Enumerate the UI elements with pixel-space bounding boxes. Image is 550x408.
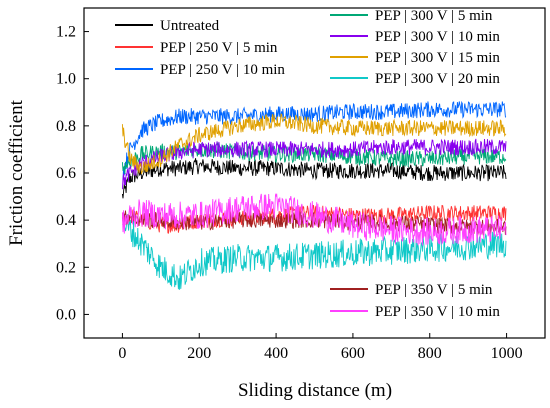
y-tick-label: 0.0 [56,306,76,323]
x-tick-label: 800 [418,345,442,362]
y-tick-label: 0.2 [56,259,76,276]
x-tick-label: 0 [118,345,126,362]
legend-label: PEP | 350 V | 10 min [375,304,500,320]
series-line-6 [121,113,507,175]
series-line-1 [121,158,507,199]
x-tick-label: 600 [341,345,365,362]
x-tick-label: 1000 [491,345,523,362]
legend-layer: Untreated PEP | 250 V | 5 min PEP | 250 V … [115,8,500,320]
x-tick-label: 200 [187,345,211,362]
tick-layer: 0 200 400 600 800 1000 0.0 0.2 0.4 0.6 0.8 1.0 1.2 [56,24,523,362]
y-axis-title: Friction coefficient [6,99,27,246]
legend-label: PEP | 350 V | 5 min [375,282,493,298]
y-tick-label: 1.2 [56,24,76,41]
series-line-9 [121,192,507,246]
legend-label: PEP | 300 V | 15 min [375,50,500,66]
series-line-4 [121,142,507,175]
x-tick-label: 400 [264,345,288,362]
y-tick-label: 1.0 [56,71,76,88]
series-line-8 [121,210,507,236]
y-tick-label: 0.4 [56,212,76,229]
legend-label: PEP | 250 V | 10 min [160,62,285,78]
legend-label: PEP | 300 V | 5 min [375,8,493,24]
y-tick-label: 0.8 [56,118,76,135]
legend-label: Untreated [160,18,220,34]
x-axis-title: Sliding distance (m) [238,380,392,401]
series-line-5 [121,138,507,190]
series-layer [121,100,507,290]
y-tick-label: 0.6 [56,165,76,182]
series-line-7 [122,211,507,290]
legend-label: PEP | 300 V | 10 min [375,29,500,45]
legend-label: PEP | 300 V | 20 min [375,71,500,87]
legend-label: PEP | 250 V | 5 min [160,40,278,56]
series-line-3 [122,100,507,180]
